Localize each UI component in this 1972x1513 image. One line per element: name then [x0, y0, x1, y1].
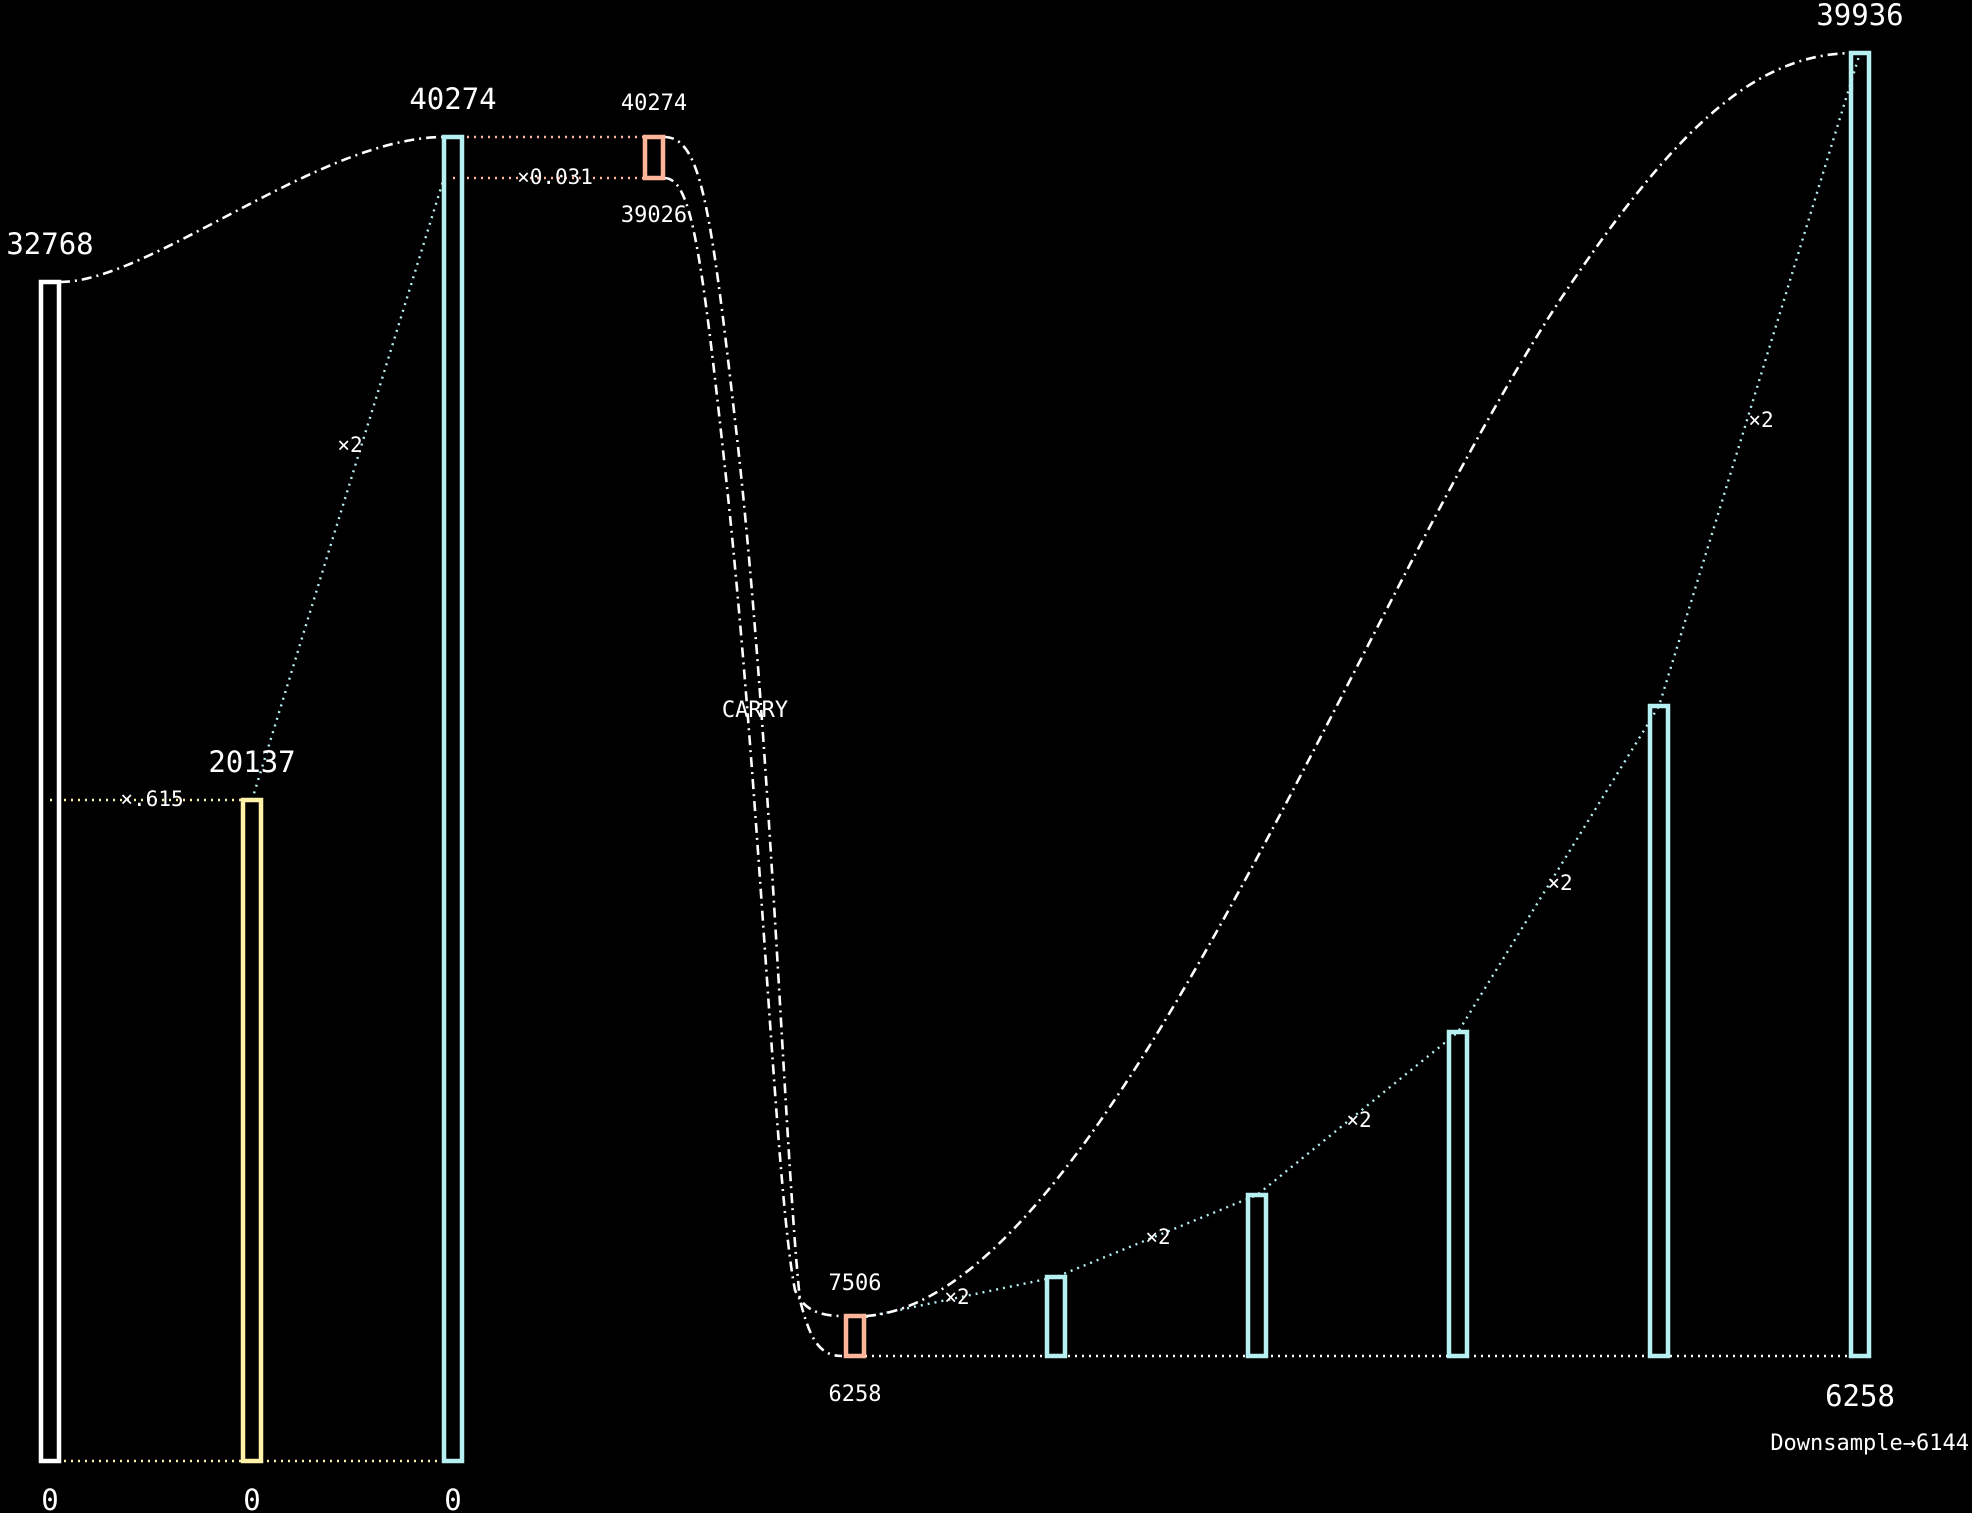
- flow-curves: [59, 51, 1856, 1358]
- label-carry-top-lower: 39026: [621, 203, 687, 228]
- bar-carry-top: [642, 134, 666, 181]
- label-b1-bottom: 0: [41, 1483, 58, 1513]
- bar-x2-2: [1245, 1192, 1269, 1359]
- bar-carry-bottom: [843, 1313, 867, 1359]
- curve-b1-to-b3: [59, 135, 445, 284]
- op-double-3: ×2: [1346, 1108, 1371, 1132]
- bar-40274: [441, 134, 465, 1464]
- bar-32768: [38, 279, 62, 1464]
- label-final-bottom: 6258: [1825, 1379, 1895, 1413]
- curve-carry-outer: [663, 135, 843, 1358]
- bar-20137: [240, 797, 264, 1464]
- bar-x2-3: [1446, 1029, 1470, 1359]
- label-downsample: Downsample→6144: [1770, 1431, 1969, 1456]
- curve-carry-inner: [663, 176, 843, 1318]
- label-carry-top-upper: 40274: [621, 91, 687, 116]
- doubling-chain: [865, 52, 1862, 1319]
- label-final-top: 39936: [1816, 0, 1903, 32]
- label-carry-bottom-lower: 6258: [829, 1382, 882, 1407]
- op-double-4: ×2: [1547, 871, 1572, 895]
- op-carry: CARRY: [722, 698, 788, 723]
- operation-labels: ×.615 ×2 ×0.031 CARRY ×2 ×2 ×2 ×2 ×2: [120, 165, 1773, 1309]
- op-double-b3: ×2: [337, 433, 362, 457]
- bars: [38, 50, 1872, 1464]
- label-carry-bottom-upper: 7506: [829, 1271, 882, 1296]
- label-b2-top: 20137: [208, 745, 295, 779]
- bar-x2-4: [1647, 703, 1671, 1359]
- curve-to-final: [865, 51, 1856, 1318]
- op-fraction: ×0.031: [517, 165, 593, 189]
- label-b3-bottom: 0: [444, 1483, 461, 1513]
- label-b3-top: 40274: [409, 82, 496, 116]
- bar-x2-1: [1044, 1274, 1068, 1359]
- op-double-2: ×2: [1145, 1225, 1170, 1249]
- bar-final: [1848, 50, 1872, 1359]
- op-scale: ×.615: [120, 787, 183, 811]
- label-b2-bottom: 0: [243, 1483, 260, 1513]
- label-b1-top: 32768: [6, 227, 93, 261]
- op-double-1: ×2: [944, 1285, 969, 1309]
- value-labels: 32768 0 20137 0 40274 0 40274 39026 7506…: [6, 0, 1969, 1513]
- op-double-5: ×2: [1748, 408, 1773, 432]
